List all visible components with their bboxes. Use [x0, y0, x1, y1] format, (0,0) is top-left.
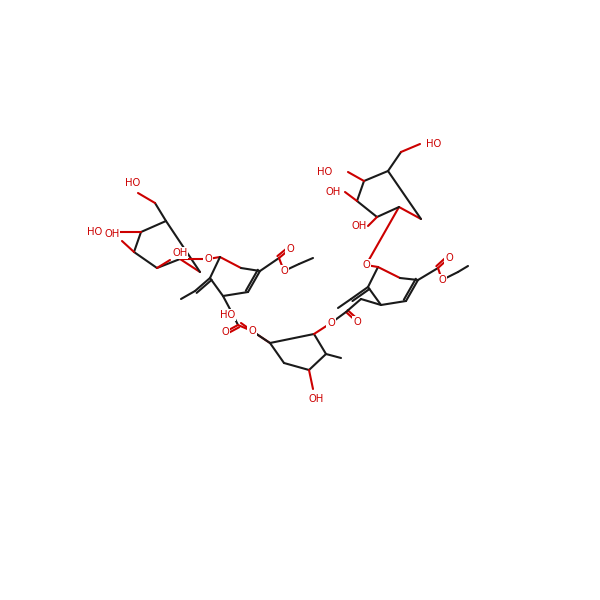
Text: OH: OH [325, 187, 341, 197]
Text: O: O [248, 326, 256, 336]
Text: O: O [286, 244, 294, 254]
Text: HO: HO [125, 178, 140, 188]
Text: O: O [362, 260, 370, 270]
Text: OH: OH [352, 221, 367, 231]
Text: HO: HO [87, 227, 102, 237]
Text: HO: HO [317, 167, 332, 177]
Text: HO: HO [427, 139, 442, 149]
Text: OH: OH [172, 248, 188, 258]
Text: OH: OH [308, 394, 323, 404]
Text: O: O [280, 266, 288, 276]
Text: O: O [438, 275, 446, 285]
Text: O: O [204, 254, 212, 264]
Text: O: O [445, 253, 453, 263]
Text: O: O [353, 317, 361, 327]
Text: HO: HO [220, 310, 236, 320]
Text: OH: OH [104, 229, 119, 239]
Text: O: O [221, 327, 229, 337]
Text: O: O [327, 318, 335, 328]
